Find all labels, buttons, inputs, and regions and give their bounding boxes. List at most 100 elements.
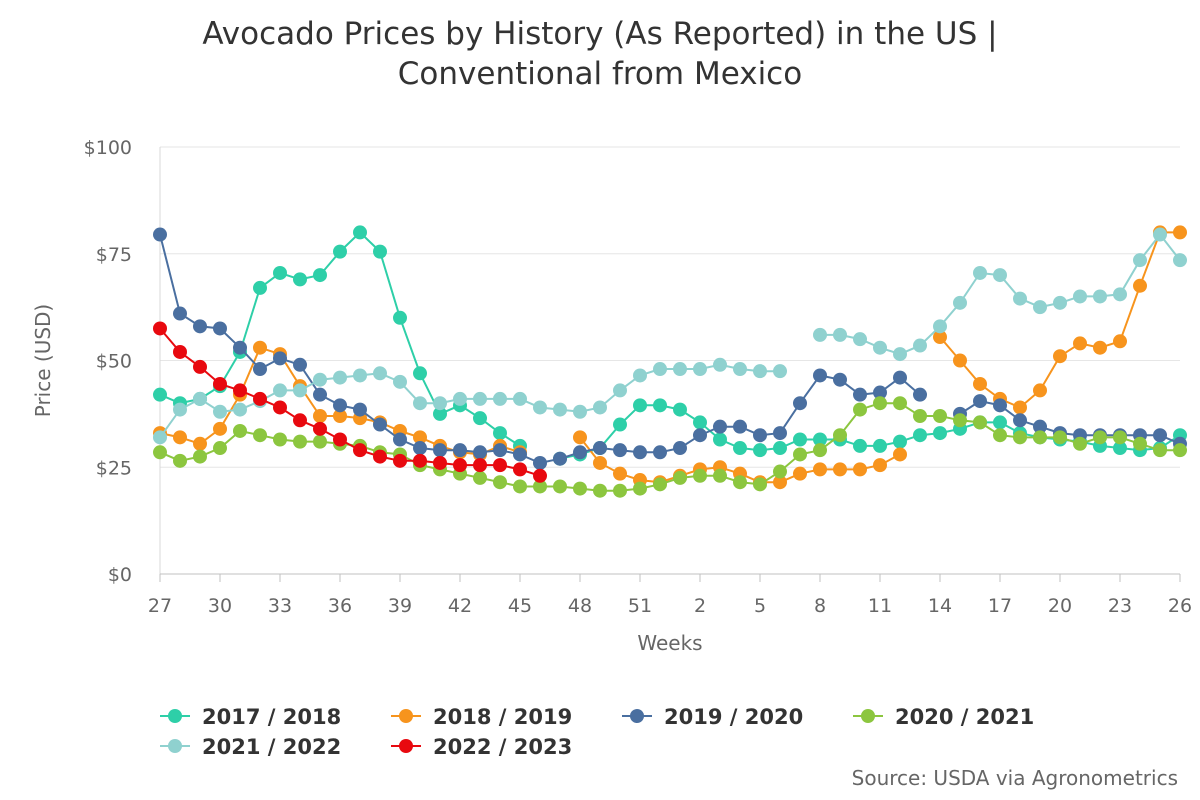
data-point[interactable] — [273, 351, 287, 366]
data-point[interactable] — [913, 387, 927, 402]
data-point[interactable] — [573, 481, 587, 496]
data-point[interactable] — [673, 470, 687, 485]
data-point[interactable] — [1153, 227, 1167, 242]
data-point[interactable] — [853, 332, 867, 347]
data-point[interactable] — [313, 268, 327, 283]
data-point[interactable] — [413, 396, 427, 411]
data-point[interactable] — [973, 265, 987, 280]
data-point[interactable] — [153, 321, 167, 336]
data-point[interactable] — [193, 436, 207, 451]
data-point[interactable] — [853, 402, 867, 417]
data-point[interactable] — [813, 462, 827, 477]
data-point[interactable] — [1013, 430, 1027, 445]
data-point[interactable] — [973, 394, 987, 409]
data-point[interactable] — [193, 359, 207, 374]
data-point[interactable] — [753, 428, 767, 443]
data-point[interactable] — [1133, 278, 1147, 293]
data-point[interactable] — [273, 383, 287, 398]
data-point[interactable] — [313, 421, 327, 436]
data-point[interactable] — [313, 387, 327, 402]
data-point[interactable] — [373, 244, 387, 259]
data-point[interactable] — [893, 447, 907, 462]
data-point[interactable] — [193, 449, 207, 464]
data-point[interactable] — [293, 357, 307, 372]
data-point[interactable] — [693, 428, 707, 443]
data-point[interactable] — [773, 475, 787, 490]
data-point[interactable] — [1053, 295, 1067, 310]
data-point[interactable] — [473, 411, 487, 426]
data-point[interactable] — [893, 434, 907, 449]
data-point[interactable] — [213, 376, 227, 391]
data-point[interactable] — [653, 362, 667, 377]
data-point[interactable] — [253, 340, 267, 355]
data-point[interactable] — [733, 362, 747, 377]
data-point[interactable] — [873, 340, 887, 355]
data-point[interactable] — [253, 280, 267, 295]
data-point[interactable] — [293, 413, 307, 428]
data-point[interactable] — [153, 430, 167, 445]
data-point[interactable] — [1073, 289, 1087, 304]
data-point[interactable] — [593, 441, 607, 456]
data-point[interactable] — [173, 430, 187, 445]
data-point[interactable] — [493, 475, 507, 490]
data-point[interactable] — [993, 398, 1007, 413]
data-point[interactable] — [873, 396, 887, 411]
data-point[interactable] — [393, 453, 407, 468]
data-point[interactable] — [233, 383, 247, 398]
data-point[interactable] — [293, 383, 307, 398]
data-point[interactable] — [813, 443, 827, 458]
data-point[interactable] — [353, 402, 367, 417]
data-point[interactable] — [673, 441, 687, 456]
data-point[interactable] — [513, 462, 527, 477]
data-point[interactable] — [453, 458, 467, 473]
data-point[interactable] — [1073, 336, 1087, 351]
data-point[interactable] — [553, 451, 567, 466]
data-point[interactable] — [353, 443, 367, 458]
data-point[interactable] — [173, 402, 187, 417]
data-point[interactable] — [1133, 253, 1147, 268]
data-point[interactable] — [1113, 287, 1127, 302]
data-point[interactable] — [153, 227, 167, 242]
data-point[interactable] — [953, 295, 967, 310]
data-point[interactable] — [553, 402, 567, 417]
data-point[interactable] — [813, 432, 827, 447]
legend-item[interactable]: 2020 / 2021 — [853, 705, 1034, 729]
data-point[interactable] — [1053, 430, 1067, 445]
data-point[interactable] — [433, 455, 447, 470]
data-point[interactable] — [1173, 225, 1187, 240]
data-point[interactable] — [953, 353, 967, 368]
data-point[interactable] — [653, 477, 667, 492]
data-point[interactable] — [473, 391, 487, 406]
legend-item[interactable]: 2021 / 2022 — [160, 735, 341, 759]
data-point[interactable] — [533, 455, 547, 470]
data-point[interactable] — [213, 441, 227, 456]
data-point[interactable] — [213, 421, 227, 436]
data-point[interactable] — [973, 415, 987, 430]
data-point[interactable] — [333, 244, 347, 259]
data-point[interactable] — [473, 470, 487, 485]
data-point[interactable] — [273, 265, 287, 280]
data-point[interactable] — [993, 268, 1007, 283]
data-point[interactable] — [393, 432, 407, 447]
data-point[interactable] — [253, 428, 267, 443]
data-point[interactable] — [493, 458, 507, 473]
data-point[interactable] — [1033, 383, 1047, 398]
data-point[interactable] — [793, 466, 807, 481]
data-point[interactable] — [593, 483, 607, 498]
data-point[interactable] — [1013, 413, 1027, 428]
data-point[interactable] — [353, 368, 367, 383]
data-point[interactable] — [1053, 349, 1067, 364]
data-point[interactable] — [353, 225, 367, 240]
data-point[interactable] — [613, 417, 627, 432]
data-point[interactable] — [693, 362, 707, 377]
data-point[interactable] — [493, 443, 507, 458]
data-point[interactable] — [913, 409, 927, 424]
data-point[interactable] — [893, 396, 907, 411]
data-point[interactable] — [1113, 430, 1127, 445]
data-point[interactable] — [513, 479, 527, 494]
data-point[interactable] — [1033, 300, 1047, 315]
data-point[interactable] — [1113, 441, 1127, 456]
data-point[interactable] — [773, 426, 787, 441]
data-point[interactable] — [1153, 428, 1167, 443]
data-point[interactable] — [733, 475, 747, 490]
